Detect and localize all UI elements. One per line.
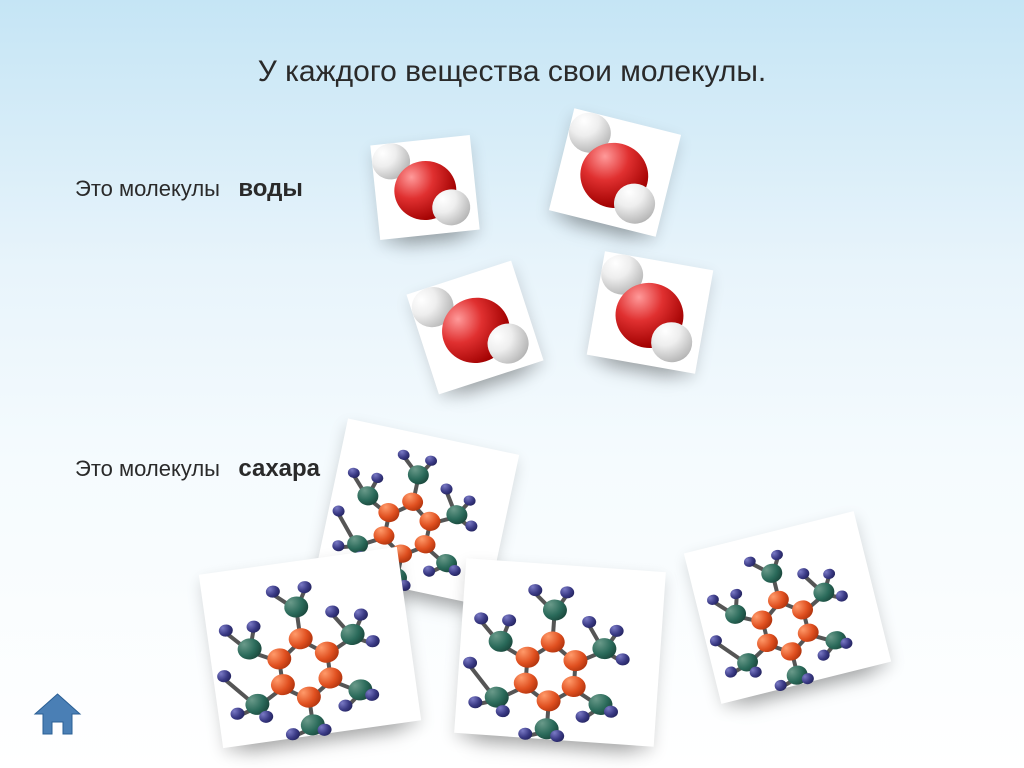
home-icon <box>30 690 85 738</box>
sugar-tile <box>684 511 891 704</box>
home-button[interactable] <box>30 690 85 738</box>
sugar-tile <box>454 558 666 747</box>
sugar-label: Это молекулы сахара <box>75 455 320 483</box>
water-label: Это молекулы воды <box>75 175 303 203</box>
water-prefix: Это молекулы <box>75 176 220 201</box>
sugar-tile <box>199 547 421 748</box>
water-tile <box>370 135 479 240</box>
water-tile <box>587 251 714 374</box>
water-tile <box>549 108 681 236</box>
water-tile <box>406 261 543 395</box>
sugar-prefix: Это молекулы <box>75 456 220 481</box>
page-title: У каждого вещества свои молекулы. <box>0 55 1024 89</box>
sugar-bold: сахара <box>238 455 320 482</box>
water-bold: воды <box>238 175 303 202</box>
